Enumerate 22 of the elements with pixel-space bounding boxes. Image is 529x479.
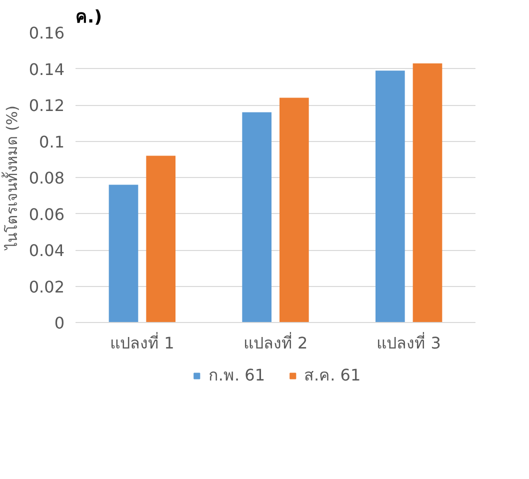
bar bbox=[376, 70, 405, 322]
x-tick-label: แปลงที่ 1 bbox=[110, 332, 174, 352]
y-tick-label: 0.08 bbox=[28, 168, 64, 188]
y-tick-label: 0.14 bbox=[28, 60, 64, 79]
bar bbox=[412, 63, 442, 322]
bar bbox=[242, 112, 272, 322]
x-tick-label: แปลงที่ 3 bbox=[376, 332, 441, 352]
legend-label: ก.พ. 61 bbox=[208, 364, 265, 386]
bar bbox=[280, 98, 309, 322]
chart-title: ค.) bbox=[76, 8, 102, 28]
y-tick-label: 0.02 bbox=[28, 277, 64, 296]
bar bbox=[146, 156, 176, 322]
y-tick-label: 0.16 bbox=[28, 24, 64, 42]
y-tick-label: 0.1 bbox=[39, 132, 65, 152]
y-axis-title: ไนโตรเจนทั้งหมด (%) bbox=[0, 105, 21, 251]
y-tick-label: 0 bbox=[54, 314, 65, 332]
bar bbox=[108, 184, 138, 322]
y-tick-label: 0.06 bbox=[28, 204, 64, 224]
legend-label: ส.ค. 61 bbox=[304, 364, 361, 386]
y-tick-label: 0.04 bbox=[28, 241, 64, 260]
y-tick-label: 0.12 bbox=[28, 96, 64, 115]
x-tick-label: แปลงที่ 2 bbox=[243, 332, 308, 352]
